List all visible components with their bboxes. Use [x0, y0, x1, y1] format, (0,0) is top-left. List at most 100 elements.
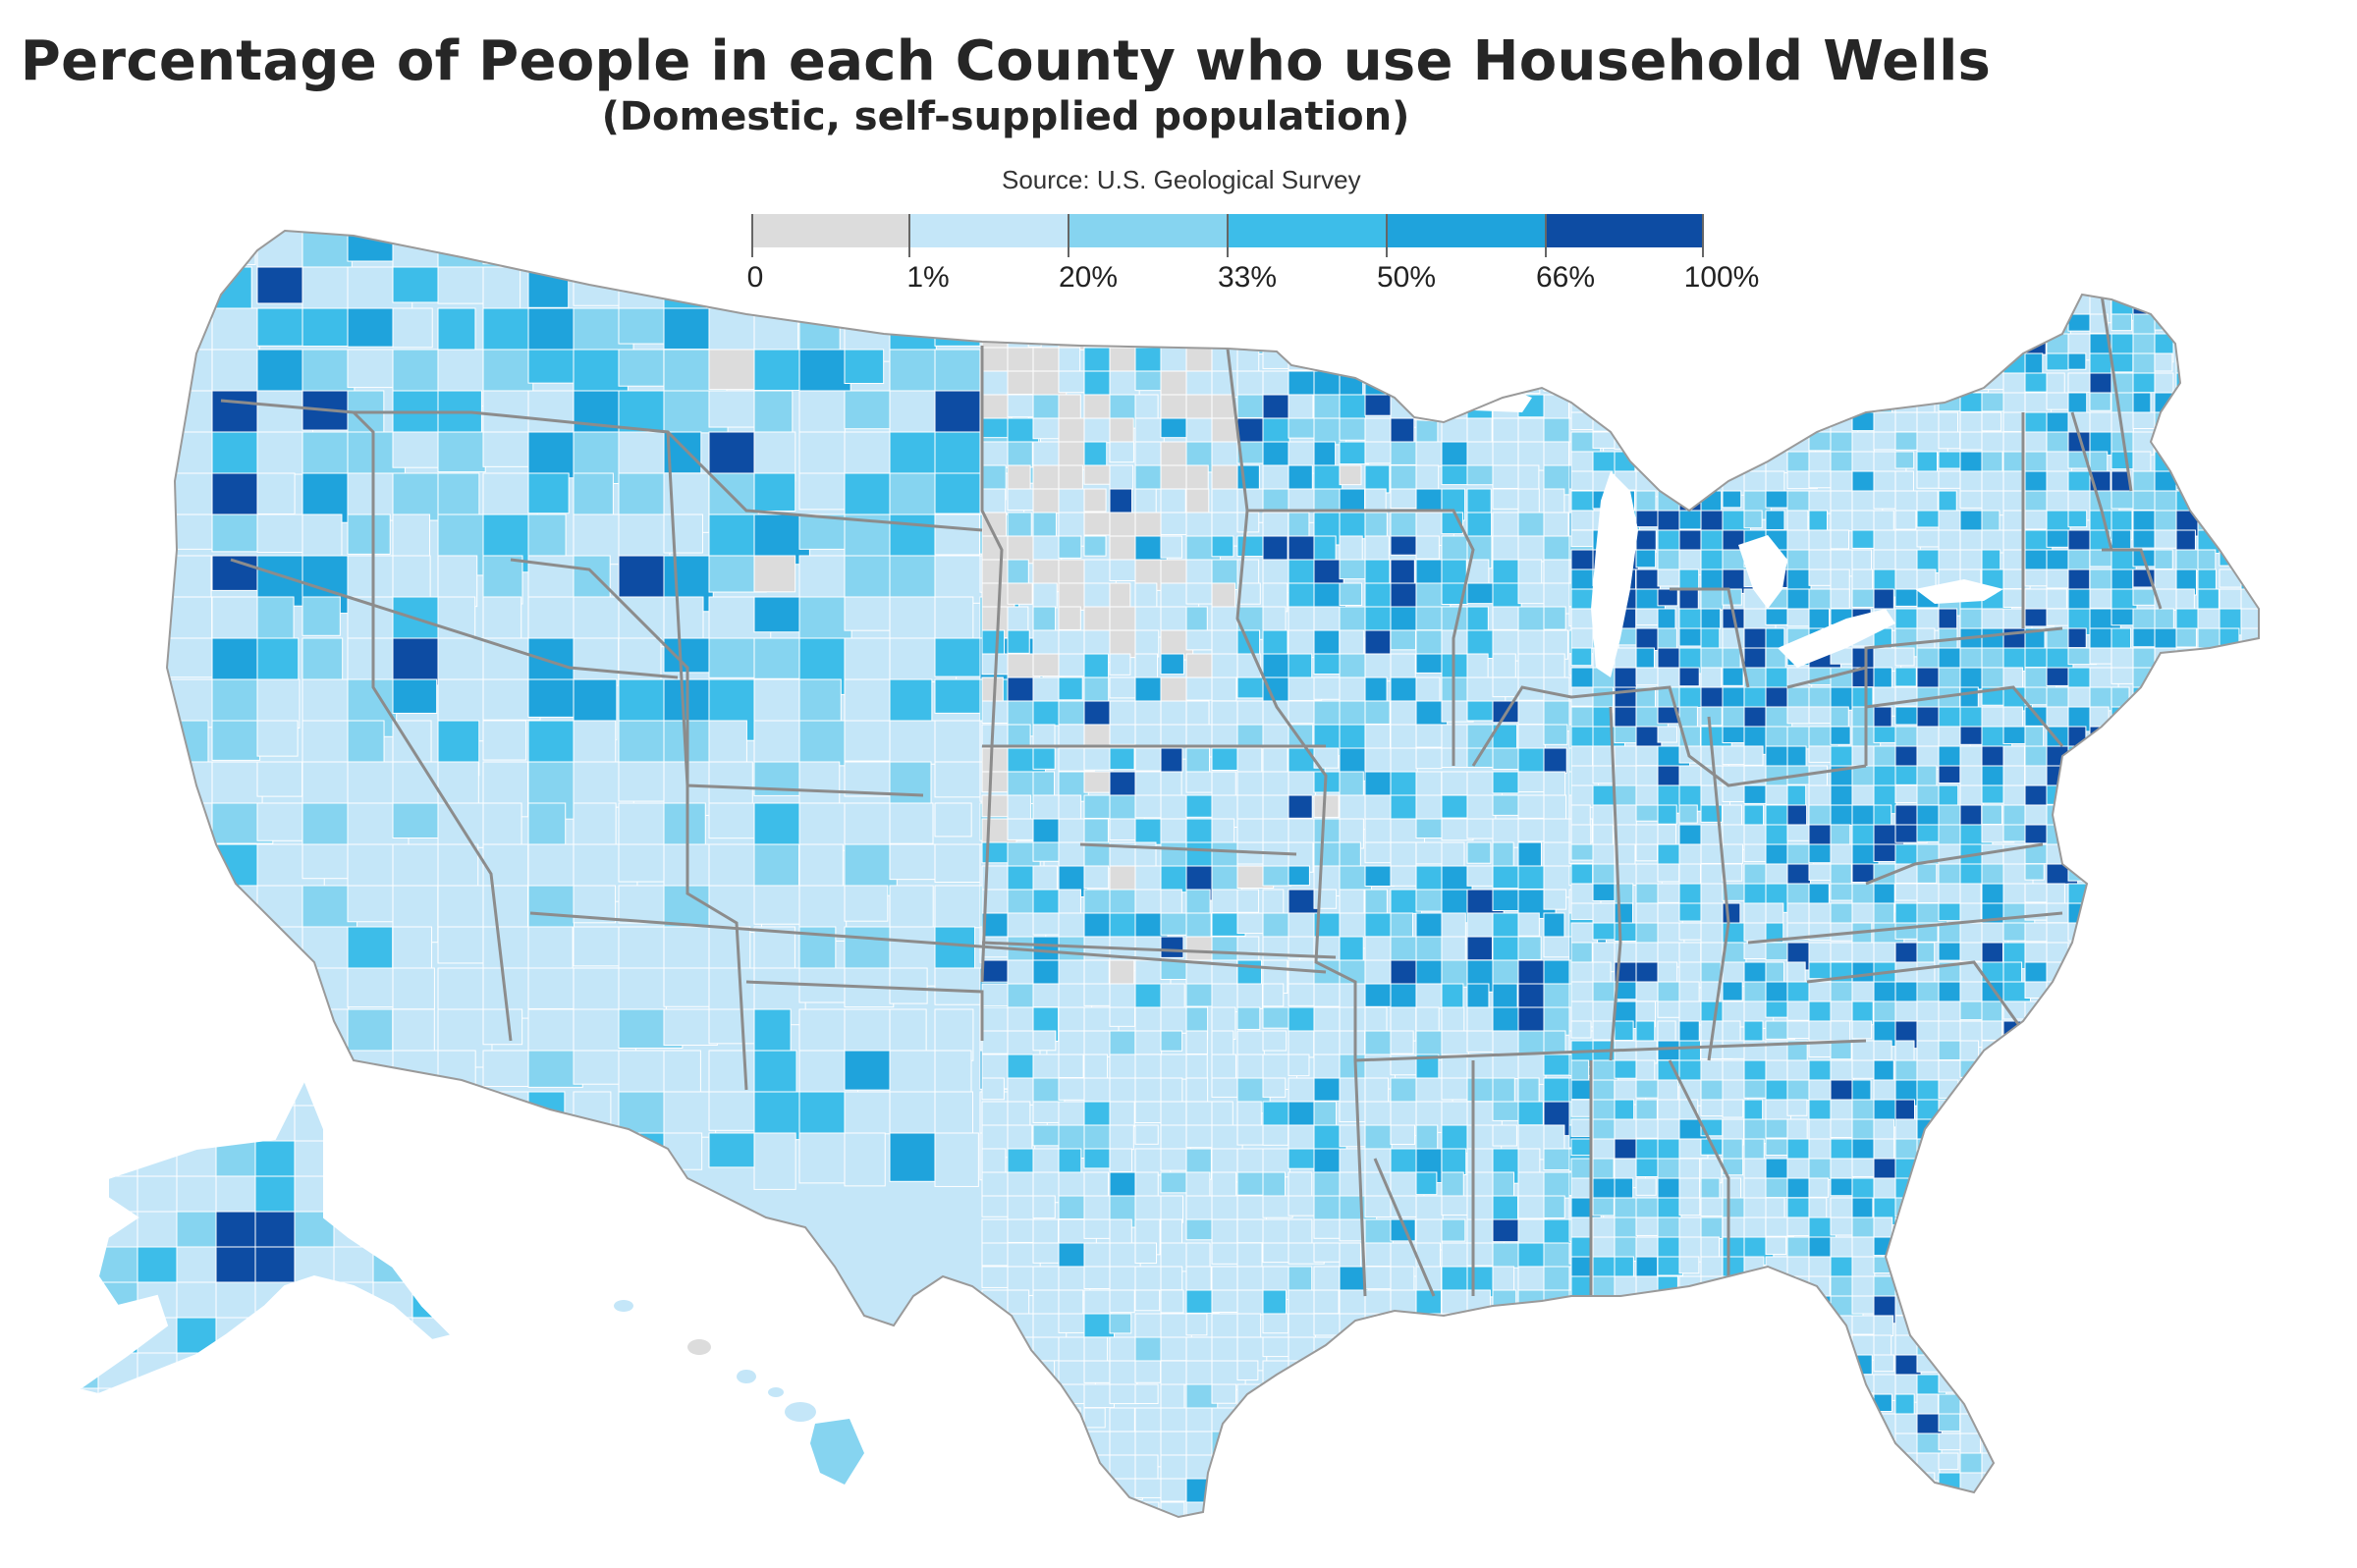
county-cell [2197, 1472, 2217, 1491]
county-cell [2240, 686, 2259, 713]
county-cell [2175, 1491, 2205, 1515]
county-cell [2046, 1334, 2069, 1357]
county-cell [1339, 1336, 1370, 1367]
county-cell [1851, 1413, 1872, 1443]
county-cell [1959, 1158, 1989, 1181]
county-cell [1390, 1124, 1416, 1145]
county-cell [1008, 1526, 1036, 1552]
county-cell [1830, 1217, 1855, 1236]
county-cell [2219, 883, 2245, 901]
county-cell [1678, 804, 1698, 824]
county-cell [1415, 1478, 1441, 1504]
borough-cell [215, 1387, 256, 1394]
county-cell [1678, 942, 1702, 963]
county-cell [2110, 726, 2134, 756]
county-cell [1415, 1360, 1444, 1394]
county-cell [1830, 1393, 1849, 1425]
county-cell [1614, 1393, 1640, 1412]
county-cell [573, 637, 620, 686]
county-cell [798, 1091, 849, 1137]
county-cell [2132, 1413, 2163, 1437]
county-cell [1894, 451, 1915, 469]
county-cell [1160, 653, 1184, 676]
county-cell [2197, 1177, 2219, 1207]
county-cell [1570, 1452, 1602, 1473]
county-cell [1415, 1431, 1440, 1455]
borough-cell [79, 1352, 99, 1389]
county-cell [2110, 1374, 2139, 1399]
county-cell [2024, 1256, 2055, 1277]
county-cell [1313, 323, 1338, 356]
county-cell [1288, 653, 1313, 680]
county-cell [2046, 1020, 2069, 1042]
county-cell [1938, 1099, 1958, 1129]
county-cell [2240, 1491, 2259, 1517]
county-cell [1339, 1242, 1361, 1269]
county-cell [981, 1006, 1009, 1032]
county-cell [2263, 982, 2285, 1004]
borough-cell [215, 1105, 256, 1142]
county-cell [1262, 1407, 1302, 1438]
county-cell [1614, 1491, 1642, 1509]
county-cell [527, 472, 570, 514]
county-cell [2154, 686, 2186, 714]
county-cell [2046, 1000, 2080, 1021]
county-cell [2002, 1177, 2036, 1198]
county-cell [1570, 745, 1594, 770]
legend-label-4: 50% [1376, 261, 1437, 294]
county-cell [2240, 1354, 2259, 1377]
county-cell [392, 1132, 438, 1167]
county-cell [2219, 392, 2246, 422]
borough-cell [79, 1211, 99, 1248]
county-cell [2240, 451, 2259, 476]
county-cell [1570, 451, 1596, 474]
county-cell [1916, 961, 1936, 984]
county-cell [1466, 1478, 1507, 1500]
county-cell [347, 390, 385, 439]
county-cell [347, 1132, 407, 1178]
county-cell [1830, 529, 1850, 550]
county-cell [1032, 1289, 1062, 1319]
county-cell [2154, 1217, 2178, 1240]
county-cell [1981, 352, 2002, 377]
county-cell [1981, 1177, 2007, 1204]
county-cell [1938, 294, 1971, 315]
county-cell [1339, 1218, 1370, 1242]
county-cell [1364, 1431, 1396, 1462]
county-cell [1570, 902, 1597, 920]
county-cell [2132, 1295, 2165, 1319]
county-cell [1635, 274, 1667, 296]
county-cell [1678, 1315, 1712, 1344]
county-cell [2154, 824, 2175, 847]
county-cell [1657, 804, 1677, 825]
county-cell [1570, 333, 1596, 356]
county-cell [1288, 582, 1318, 609]
county-cell [1635, 1433, 1668, 1456]
county-cell [2219, 706, 2243, 725]
county-cell [2024, 1118, 2054, 1149]
county-cell [1007, 394, 1035, 418]
county-cell [2175, 451, 2207, 482]
county-cell [1700, 1295, 1729, 1321]
county-cell [1981, 333, 2005, 356]
county-cell [1466, 347, 1493, 369]
borough-cell [215, 1175, 256, 1213]
county-cell [2240, 490, 2259, 510]
county-cell [1391, 1526, 1419, 1546]
borough-cell [333, 1175, 374, 1213]
county-cell [1916, 333, 1943, 360]
county-cell [2089, 843, 2122, 868]
county-cell [2154, 549, 2173, 569]
county-cell [1808, 294, 1838, 312]
county-cell [392, 1091, 430, 1151]
county-cell [1722, 1315, 1741, 1340]
county-cell [2154, 902, 2183, 931]
county-cell [2089, 1000, 2122, 1029]
county-cell [1635, 1452, 1664, 1482]
county-cell [1517, 1478, 1545, 1508]
county-cell [1288, 1383, 1311, 1407]
county-cell [1916, 1256, 1942, 1278]
county-cell [1134, 1242, 1158, 1265]
county-cell [1543, 1360, 1570, 1389]
borough-cell [97, 1387, 138, 1394]
